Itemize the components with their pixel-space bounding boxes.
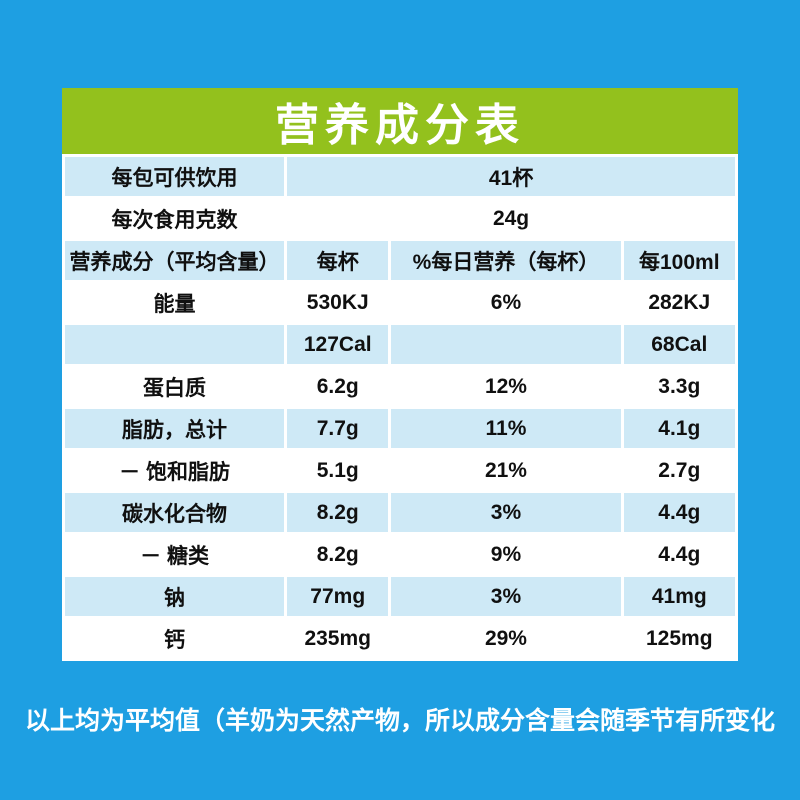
daily-percent-value <box>388 322 624 367</box>
column-header-row: 营养成分（平均含量） 每杯 %每日营养（每杯） 每100ml <box>61 238 739 283</box>
column-header: 营养成分（平均含量） <box>61 238 288 283</box>
daily-percent-value: 12% <box>388 364 624 409</box>
daily-percent-value: 9% <box>388 532 624 577</box>
nutrient-label <box>61 322 288 367</box>
nutrient-row: 碳水化合物 8.2g 3% 4.4g <box>61 490 739 535</box>
nutrient-label: 脂肪，总计 <box>61 406 288 451</box>
daily-percent-value: 21% <box>388 448 624 493</box>
per-100ml-value: 3.3g <box>620 364 739 409</box>
per-cup-value: 530KJ <box>284 280 392 325</box>
daily-percent-value: 11% <box>388 406 624 451</box>
per-cup-value: 8.2g <box>284 532 392 577</box>
per-100ml-value: 2.7g <box>620 448 739 493</box>
per-cup-value: 6.2g <box>284 364 392 409</box>
nutrient-row: 钠 77mg 3% 41mg <box>61 574 739 619</box>
per-100ml-value: 125mg <box>620 616 739 661</box>
column-header: 每杯 <box>284 238 392 283</box>
info-row: 每次食用克数 24g <box>61 196 738 241</box>
per-cup-value: 7.7g <box>284 406 392 451</box>
nutrient-row: 脂肪，总计 7.7g 11% 4.1g <box>61 406 739 451</box>
daily-percent-value: 29% <box>388 616 624 661</box>
per-cup-value: 8.2g <box>284 490 392 535</box>
info-row-label: 每包可供饮用 <box>61 154 288 199</box>
daily-percent-value: 3% <box>388 490 624 535</box>
nutrient-label: 蛋白质 <box>61 364 288 409</box>
per-cup-value: 127Cal <box>284 322 392 367</box>
nutrient-row: 能量 530KJ 6% 282KJ <box>61 280 739 325</box>
per-100ml-value: 68Cal <box>620 322 739 367</box>
nutrient-label: － 糖类 <box>61 532 288 577</box>
page-title: 营养成分表 <box>275 101 525 150</box>
info-row-value: 41杯 <box>284 154 738 199</box>
per-100ml-value: 4.4g <box>620 532 739 577</box>
nutrient-label: 钙 <box>61 616 288 661</box>
info-row: 每包可供饮用 41杯 <box>61 154 738 199</box>
per-cup-value: 77mg <box>284 574 392 619</box>
column-header: 每100ml <box>620 238 739 283</box>
nutrition-panel: 营养成分表 每包可供饮用 41杯 每次食用克数 24g 营养成分（平均含量） 每杯 %每日营… <box>61 88 739 661</box>
nutrition-table: 每包可供饮用 41杯 每次食用克数 24g 营养成分（平均含量） 每杯 %每日营养（每杯）每… <box>61 154 739 661</box>
footnote: 以上均为平均值（羊奶为天然产物，所以成分含量会随季节有所变化 <box>24 707 775 735</box>
per-100ml-value: 282KJ <box>620 280 739 325</box>
per-100ml-value: 41mg <box>620 574 739 619</box>
per-cup-value: 235mg <box>284 616 392 661</box>
column-header: %每日营养（每杯） <box>388 238 624 283</box>
per-cup-value: 5.1g <box>284 448 392 493</box>
daily-percent-value: 6% <box>388 280 624 325</box>
nutrient-row: － 饱和脂肪 5.1g 21% 2.7g <box>61 448 739 493</box>
info-row-label: 每次食用克数 <box>61 196 288 241</box>
nutrient-label: － 饱和脂肪 <box>61 448 288 493</box>
nutrient-row: － 糖类 8.2g 9% 4.4g <box>61 532 739 577</box>
nutrient-row: 钙 235mg 29% 125mg <box>61 616 739 661</box>
daily-percent-value: 3% <box>388 574 624 619</box>
nutrient-row: 127Cal 68Cal <box>61 322 739 367</box>
nutrient-label: 碳水化合物 <box>61 490 288 535</box>
info-row-value: 24g <box>284 196 738 241</box>
title-bar: 营养成分表 <box>62 88 738 154</box>
nutrient-label: 能量 <box>61 280 288 325</box>
nutrition-table-body: 每包可供饮用 41杯 每次食用克数 24g 营养成分（平均含量） 每杯 %每日营养（每杯）每… <box>61 154 739 661</box>
nutrient-label: 钠 <box>61 574 288 619</box>
per-100ml-value: 4.1g <box>620 406 739 451</box>
per-100ml-value: 4.4g <box>620 490 739 535</box>
nutrient-row: 蛋白质 6.2g 12% 3.3g <box>61 364 739 409</box>
